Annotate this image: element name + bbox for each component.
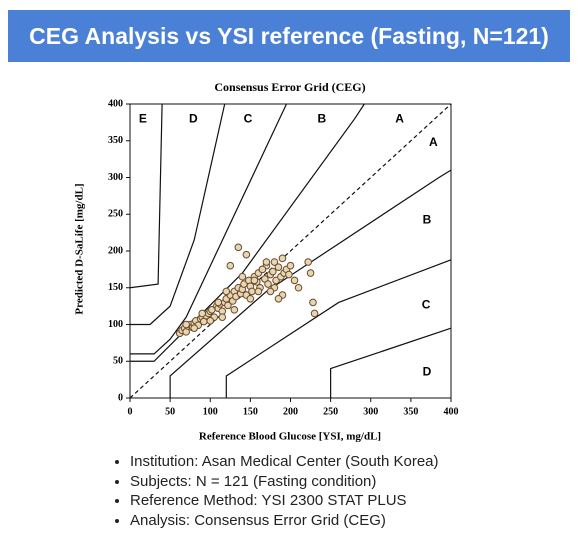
data-point [242, 250, 251, 259]
zone-boundary [130, 103, 288, 355]
zone-label: C [244, 112, 253, 126]
data-point [310, 309, 319, 318]
data-point [294, 283, 303, 292]
y-tick-label: 150 [108, 282, 123, 293]
zone-label: B [317, 112, 326, 126]
data-point [269, 267, 277, 276]
data-point [274, 263, 283, 271]
x-tick-label: 100 [203, 406, 218, 417]
data-point [222, 287, 231, 296]
zone-label: C [422, 298, 431, 312]
y-tick-label: 200 [108, 245, 123, 256]
y-tick-label: 300 [108, 172, 123, 183]
x-tick-label: 0 [128, 406, 133, 417]
chart-title: Consensus Error Grid (CEG) [214, 80, 365, 94]
x-tick-label: 400 [444, 406, 459, 417]
note: Reference Method: YSI 2300 STAT PLUS [130, 491, 439, 511]
zone-boundary [130, 103, 365, 362]
zone-boundary [225, 259, 452, 398]
note: Analysis: Consensus Error Grid (CEG) [130, 511, 439, 531]
title-banner: CEG Analysis vs YSI reference (Fasting, … [8, 10, 570, 62]
x-tick-label: 50 [165, 406, 175, 417]
zone-label: E [139, 112, 147, 126]
x-tick-label: 350 [403, 406, 418, 417]
data-point [278, 254, 287, 263]
data-point [182, 320, 190, 329]
y-tick-label: 0 [118, 392, 123, 403]
y-tick-label: 350 [108, 135, 123, 146]
data-point [226, 261, 235, 270]
data-point [248, 287, 256, 296]
data-point [214, 298, 223, 307]
note: Subjects: N = 121 (Fasting condition) [130, 472, 439, 492]
data-point [206, 317, 215, 325]
data-point [262, 258, 271, 266]
zone-label: D [423, 364, 432, 378]
data-point [234, 243, 243, 252]
data-point [224, 301, 232, 310]
data-point [230, 306, 239, 314]
data-point [264, 280, 272, 288]
zone-boundary [129, 103, 452, 399]
data-point [246, 294, 255, 303]
y-tick-label: 50 [113, 356, 123, 367]
data-point [309, 298, 317, 307]
zone-boundary [130, 103, 226, 326]
y-axis-label: Predicted D-SaLife [mg/dL] [74, 183, 86, 314]
data-point [198, 309, 207, 318]
notes: Institution: Asan Medical Center (South … [112, 452, 439, 530]
data-point [304, 258, 312, 266]
x-tick-label: 300 [363, 406, 378, 417]
data-point [290, 276, 299, 285]
zone-boundary [169, 169, 452, 398]
data-point [286, 261, 295, 270]
data-point [238, 272, 247, 281]
x-axis-label: Reference Blood Glucose [YSI, mg/dL] [199, 431, 381, 443]
chart: Consensus Error Grid (CEG) Reference Blo… [74, 80, 459, 443]
data-point [306, 269, 315, 277]
data-point [190, 324, 198, 332]
zone-label: B [423, 212, 432, 226]
data-point [285, 270, 293, 279]
zone-label: D [189, 112, 198, 126]
zone-label: A [395, 112, 404, 126]
y-tick-label: 400 [108, 98, 123, 109]
data-point [266, 287, 275, 296]
x-tick-label: 200 [283, 406, 298, 417]
x-tick-label: 250 [323, 406, 338, 417]
data-point [270, 258, 279, 266]
y-tick-label: 100 [108, 319, 123, 330]
zone-label: A [429, 135, 438, 149]
data-point [274, 294, 283, 303]
zone-boundary [129, 103, 163, 289]
data-point [250, 276, 259, 285]
note: Institution: Asan Medical Center (South … [130, 452, 439, 472]
data-point [254, 287, 263, 296]
y-tick-label: 250 [108, 209, 123, 220]
data-point [258, 265, 267, 274]
x-tick-label: 150 [243, 406, 258, 417]
data-point [218, 313, 227, 321]
zone-boundary [330, 327, 452, 398]
